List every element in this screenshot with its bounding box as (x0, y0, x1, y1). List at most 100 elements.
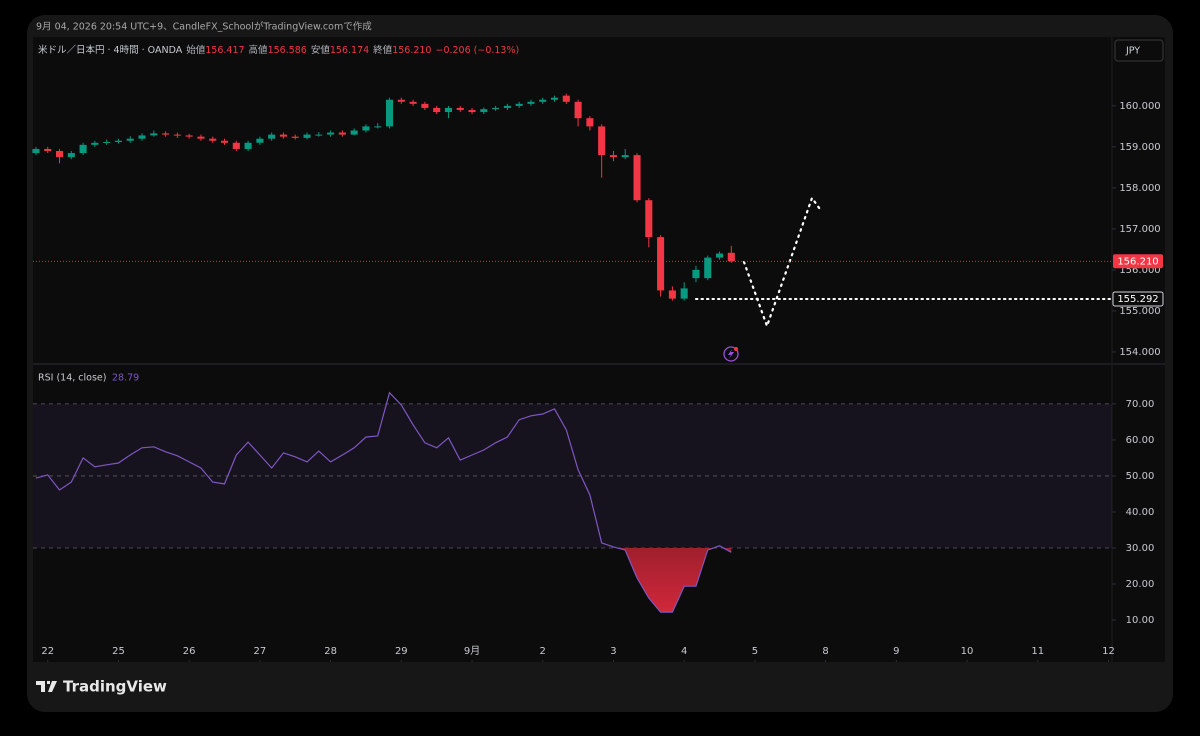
rsi-last-value: 28.79 (112, 373, 139, 384)
candle-body (421, 103, 429, 108)
candle-body (715, 253, 724, 258)
currency-button[interactable]: JPY (1114, 39, 1164, 62)
legend-label: 始値 (186, 44, 206, 56)
y-tick-label: 154.000 (1119, 347, 1160, 358)
candle-body (468, 109, 476, 113)
candle-body (279, 134, 287, 137)
candle-body (44, 148, 52, 151)
candle-body (79, 144, 87, 154)
y-tick-label: 40.00 (1126, 507, 1155, 518)
y-tick-label: 155.000 (1119, 306, 1160, 317)
candle-body (350, 130, 358, 135)
legend-value: 156.417 (205, 45, 244, 56)
candle-body (256, 138, 264, 143)
last-price-box (1113, 254, 1163, 269)
y-tick-label: 60.00 (1126, 435, 1155, 446)
candle-body (374, 126, 382, 128)
legend: 米ドル／日本円 · 4時間 · OANDA 始値156.417 高値156.586 安… (38, 44, 519, 56)
candle-body (409, 101, 417, 104)
price-level-label: 155.292 (1117, 294, 1158, 305)
x-tick-label: 28 (324, 646, 337, 657)
alert-icon-dot (734, 347, 738, 351)
price-level-box (1112, 291, 1164, 307)
watermark-logo (36, 681, 57, 692)
legend-value: 156.174 (330, 45, 369, 56)
projection-path (742, 195, 824, 330)
candle-body (727, 252, 735, 262)
candle-body (244, 142, 252, 149)
candle-body (621, 155, 629, 158)
symbol: 米ドル／日本円 · 4時間 · OANDA (38, 44, 183, 56)
last-price-label: 156.210 (1117, 256, 1158, 267)
x-tick-label: 27 (254, 646, 267, 657)
candle-body (362, 126, 370, 131)
x-tick-label: 8 (822, 646, 828, 657)
y-tick-label: 30.00 (1126, 543, 1155, 554)
candle-body (515, 103, 523, 106)
x-tick-label: 10 (961, 646, 974, 657)
x-tick-label: 25 (112, 646, 125, 657)
watermark-text: TradingView (63, 678, 167, 696)
candle-body (668, 290, 676, 299)
candle-body (291, 136, 299, 138)
alert-icon-circle (723, 346, 739, 362)
candle-body (303, 134, 311, 138)
alert-icon-bolt (728, 349, 734, 359)
candle-body (209, 138, 217, 141)
candle-body (103, 141, 111, 143)
candle-body (173, 134, 181, 136)
candle-body (197, 136, 205, 139)
y-tick-label: 10.00 (1126, 615, 1155, 626)
candle-body (503, 105, 511, 108)
candle-body (32, 148, 40, 154)
candle-body (126, 138, 134, 141)
y-tick-label: 158.000 (1119, 183, 1160, 194)
candle-body (315, 134, 323, 136)
candle-body (692, 269, 700, 279)
candle-body (185, 135, 193, 137)
candle-body (114, 140, 122, 142)
legend-label: 終値 (373, 44, 393, 56)
legend-value: 156.210 (392, 45, 431, 56)
rsi-line (35, 391, 732, 613)
x-tick-label: 26 (183, 646, 196, 657)
y-tick-label: 20.00 (1126, 579, 1155, 590)
candle-body (385, 99, 394, 127)
candle-body (680, 288, 688, 299)
alert-icon (723, 346, 739, 362)
candle-body (586, 118, 594, 127)
currency-button-box[interactable] (1114, 39, 1164, 62)
y-tick-label: 70.00 (1126, 399, 1155, 410)
currency-button-text[interactable]: JPY (1125, 46, 1140, 57)
candle-body (492, 107, 500, 110)
x-tick-label: 11 (1031, 646, 1044, 657)
candle-body (645, 200, 653, 238)
candle-body (433, 107, 441, 113)
candle-body (138, 135, 146, 139)
candle-body (55, 150, 64, 158)
x-tick-label: 4 (681, 646, 687, 657)
y-tick-label: 50.00 (1126, 471, 1155, 482)
candle-body (480, 109, 488, 113)
x-tick-label: 2 (540, 646, 546, 657)
candle-body (268, 134, 276, 139)
candle-body (550, 97, 559, 100)
legend-change: −0.206 (−0.13%) (435, 45, 519, 56)
legend-value: 156.586 (268, 45, 307, 56)
y-tick-label: 157.000 (1119, 224, 1160, 235)
candle-body (574, 101, 582, 119)
candle-body (162, 133, 170, 135)
x-tick-label: 12 (1102, 646, 1115, 657)
caption: 9月 04, 2026 20:54 UTC+9、CandleFX_Schoolが… (36, 21, 372, 33)
x-tick-label: 3 (610, 646, 616, 657)
candle-body (633, 155, 641, 201)
candle-body (232, 142, 240, 149)
y-tick-label: 159.000 (1119, 142, 1160, 153)
rsi-title: RSI (14, close) (38, 373, 106, 384)
candle-body (220, 140, 229, 143)
legend-text: 米ドル／日本円 · 4時間 · OANDA 始値156.417 高値156.586 安… (38, 44, 519, 56)
candle-body (397, 99, 405, 102)
